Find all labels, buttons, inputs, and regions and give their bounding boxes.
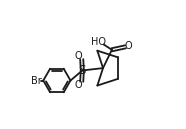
Text: Br: Br bbox=[31, 75, 42, 86]
Text: O: O bbox=[74, 51, 82, 61]
Text: O: O bbox=[74, 80, 82, 90]
Text: S: S bbox=[79, 64, 86, 77]
Text: O: O bbox=[125, 41, 133, 51]
Text: HO: HO bbox=[91, 37, 106, 47]
